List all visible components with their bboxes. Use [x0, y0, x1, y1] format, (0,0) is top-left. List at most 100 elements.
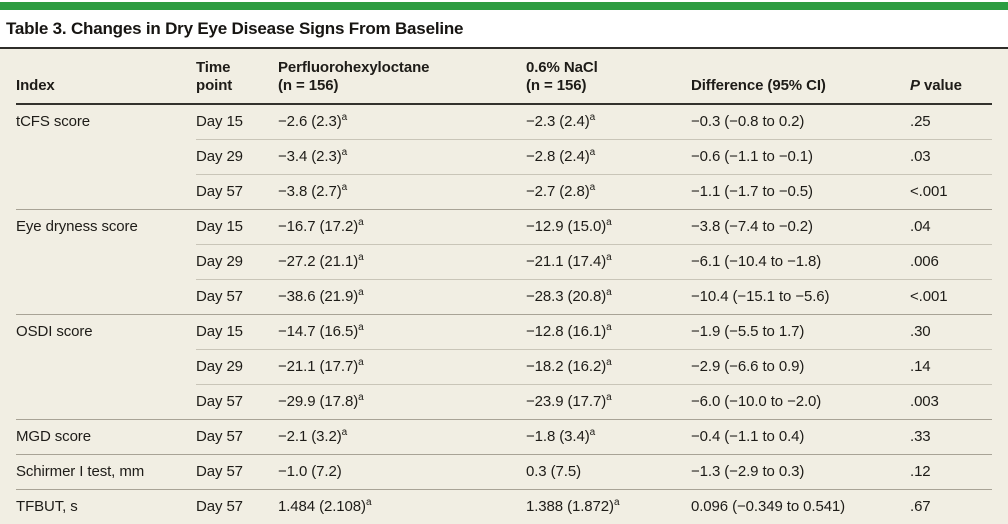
nacl-value-cell: −23.9 (17.7)a	[526, 384, 691, 420]
timepoint-cell: Day 57	[196, 454, 278, 490]
difference-cell-text: −0.6 (−1.1 to −0.1)	[691, 148, 813, 165]
pfh-value-cell-text: −3.4 (2.3)	[278, 148, 342, 165]
table-row: Day 57 −38.6 (21.9)a −28.3 (20.8)a −10.4 (−…	[16, 279, 992, 315]
difference-cell-text: −6.1 (−10.4 to −1.8)	[691, 253, 822, 270]
timepoint-cell-text: Day 29	[196, 148, 243, 165]
pfh-value-cell-text: −2.6 (2.3)	[278, 113, 342, 130]
timepoint-cell: Day 57	[196, 384, 278, 420]
footnote-marker: a	[341, 427, 348, 438]
difference-cell-text: −1.3 (−2.9 to 0.3)	[691, 463, 805, 480]
footnote-marker: a	[358, 357, 364, 368]
footnote-marker: a	[365, 497, 372, 508]
timepoint-cell: Day 29	[196, 349, 278, 385]
nacl-value-cell-text: −28.3 (20.8)	[526, 288, 607, 305]
footnote-marker: a	[589, 427, 596, 438]
footnote-marker: a	[358, 287, 364, 298]
timepoint-cell-text: Day 15	[196, 113, 243, 130]
col-header-pvalue-label: P value	[910, 77, 984, 95]
accent-bar	[0, 2, 1008, 10]
pfh-value-cell: −2.1 (3.2)a	[278, 419, 526, 455]
difference-cell-text: −0.4 (−1.1 to 0.4)	[691, 428, 805, 445]
table-row: TFBUT, s Day 57 1.484 (2.108)a 1.388 (1.872…	[16, 489, 992, 524]
footnote-marker: a	[589, 112, 596, 123]
pfh-value-cell-text: −27.2 (21.1)	[278, 253, 359, 270]
pfh-value-cell: −21.1 (17.7)a	[278, 349, 526, 385]
timepoint-cell-text: Day 15	[196, 323, 243, 340]
pvalue-cell-text: <.001	[910, 183, 948, 200]
pvalue-cell: .25	[910, 104, 992, 140]
nacl-value-cell-text: −2.7 (2.8)	[526, 183, 590, 200]
col-header-timepoint: Time point	[196, 49, 278, 105]
timepoint-cell-text: Day 57	[196, 428, 243, 445]
footnote-marker: a	[341, 182, 348, 193]
pvalue-cell: <.001	[910, 279, 992, 315]
nacl-value-cell-text: −2.8 (2.4)	[526, 148, 590, 165]
difference-cell: −0.6 (−1.1 to −0.1)	[691, 139, 910, 175]
pvalue-cell: .67	[910, 489, 992, 524]
nacl-value-cell: −28.3 (20.8)a	[526, 279, 691, 315]
table-row: Day 29 −21.1 (17.7)a −18.2 (16.2)a −2.9 (−6…	[16, 349, 992, 385]
timepoint-cell: Day 15	[196, 104, 278, 140]
col-header-difference: Difference (95% CI)	[691, 49, 910, 105]
timepoint-cell: Day 57	[196, 174, 278, 210]
col-header-nacl: 0.6% NaCl (n = 156)	[526, 49, 691, 105]
index-cell: MGD score	[16, 419, 196, 455]
footnote-marker: a	[358, 217, 364, 228]
difference-cell-text: −2.9 (−6.6 to 0.9)	[691, 358, 805, 375]
nacl-value-cell: 1.388 (1.872)a	[526, 489, 691, 524]
col-header-difference-label: Difference (95% CI)	[691, 77, 826, 94]
timepoint-cell-text: Day 57	[196, 183, 243, 200]
timepoint-cell: Day 29	[196, 139, 278, 175]
pvalue-cell: .14	[910, 349, 992, 385]
pfh-value-cell: −27.2 (21.1)a	[278, 244, 526, 280]
nacl-value-cell-text: −18.2 (16.2)	[526, 358, 607, 375]
index-cell: OSDI score	[16, 314, 196, 420]
nacl-value-cell: −12.8 (16.1)a	[526, 314, 691, 350]
timepoint-cell: Day 15	[196, 314, 278, 350]
pfh-value-cell-text: −21.1 (17.7)	[278, 358, 359, 375]
pvalue-cell: .03	[910, 139, 992, 175]
nacl-value-cell-text: 1.388 (1.872)	[526, 498, 614, 515]
nacl-value-cell-text: −23.9 (17.7)	[526, 393, 607, 410]
col-header-pfh-line2: (n = 156)	[278, 77, 339, 94]
pvalue-cell: .04	[910, 209, 992, 245]
col-header-timepoint-line2: point	[196, 77, 233, 94]
dry-eye-signs-table: Index Time point Perfluorohexyloctane (n…	[16, 49, 992, 524]
index-cell: Eye dryness score	[16, 209, 196, 315]
pvalue-cell: .33	[910, 419, 992, 455]
pfh-value-cell-text: −16.7 (17.2)	[278, 218, 359, 235]
nacl-value-cell: −18.2 (16.2)a	[526, 349, 691, 385]
footnote-marker: a	[341, 112, 348, 123]
col-header-pfh-line1: Perfluorohexyloctane	[278, 59, 430, 76]
nacl-value-cell-text: 0.3 (7.5)	[526, 463, 581, 480]
timepoint-cell: Day 57	[196, 279, 278, 315]
difference-cell-text: −3.8 (−7.4 to −0.2)	[691, 218, 813, 235]
pfh-value-cell: 1.484 (2.108)a	[278, 489, 526, 524]
timepoint-cell-text: Day 57	[196, 393, 243, 410]
table-container: Index Time point Perfluorohexyloctane (n…	[0, 47, 1008, 524]
nacl-value-cell: −2.3 (2.4)a	[526, 104, 691, 140]
pfh-value-cell-text: −2.1 (3.2)	[278, 428, 342, 445]
pfh-value-cell: −16.7 (17.2)a	[278, 209, 526, 245]
nacl-value-cell: 0.3 (7.5)	[526, 454, 691, 490]
table-row: tCFS score Day 15 −2.6 (2.3)a −2.3 (2.4)a −0…	[16, 104, 992, 140]
table-row: OSDI score Day 15 −14.7 (16.5)a −12.8 (16.1…	[16, 314, 992, 420]
pfh-value-cell: −14.7 (16.5)a	[278, 314, 526, 350]
nacl-value-cell: −1.8 (3.4)a	[526, 419, 691, 455]
nacl-value-cell-text: −12.8 (16.1)	[526, 323, 607, 340]
timepoint-cell-text: Day 29	[196, 253, 243, 270]
pvalue-cell: .006	[910, 244, 992, 280]
pvalue-rest: value	[919, 77, 962, 94]
difference-cell: 0.096 (−0.349 to 0.541)	[691, 489, 910, 524]
pfh-value-cell: −38.6 (21.9)a	[278, 279, 526, 315]
difference-cell-text: −1.1 (−1.7 to −0.5)	[691, 183, 813, 200]
table-body: tCFS score Day 15 −2.6 (2.3)a −2.3 (2.4)a −0…	[16, 104, 992, 524]
difference-cell: −10.4 (−15.1 to −5.6)	[691, 279, 910, 315]
nacl-value-cell: −2.8 (2.4)a	[526, 139, 691, 175]
pfh-value-cell: −1.0 (7.2)	[278, 454, 526, 490]
difference-cell: −0.3 (−0.8 to 0.2)	[691, 104, 910, 140]
pvalue-cell: .30	[910, 314, 992, 350]
pvalue-cell-text: .04	[910, 218, 931, 235]
pvalue-cell-text: .006	[910, 253, 939, 270]
nacl-value-cell-text: −21.1 (17.4)	[526, 253, 607, 270]
